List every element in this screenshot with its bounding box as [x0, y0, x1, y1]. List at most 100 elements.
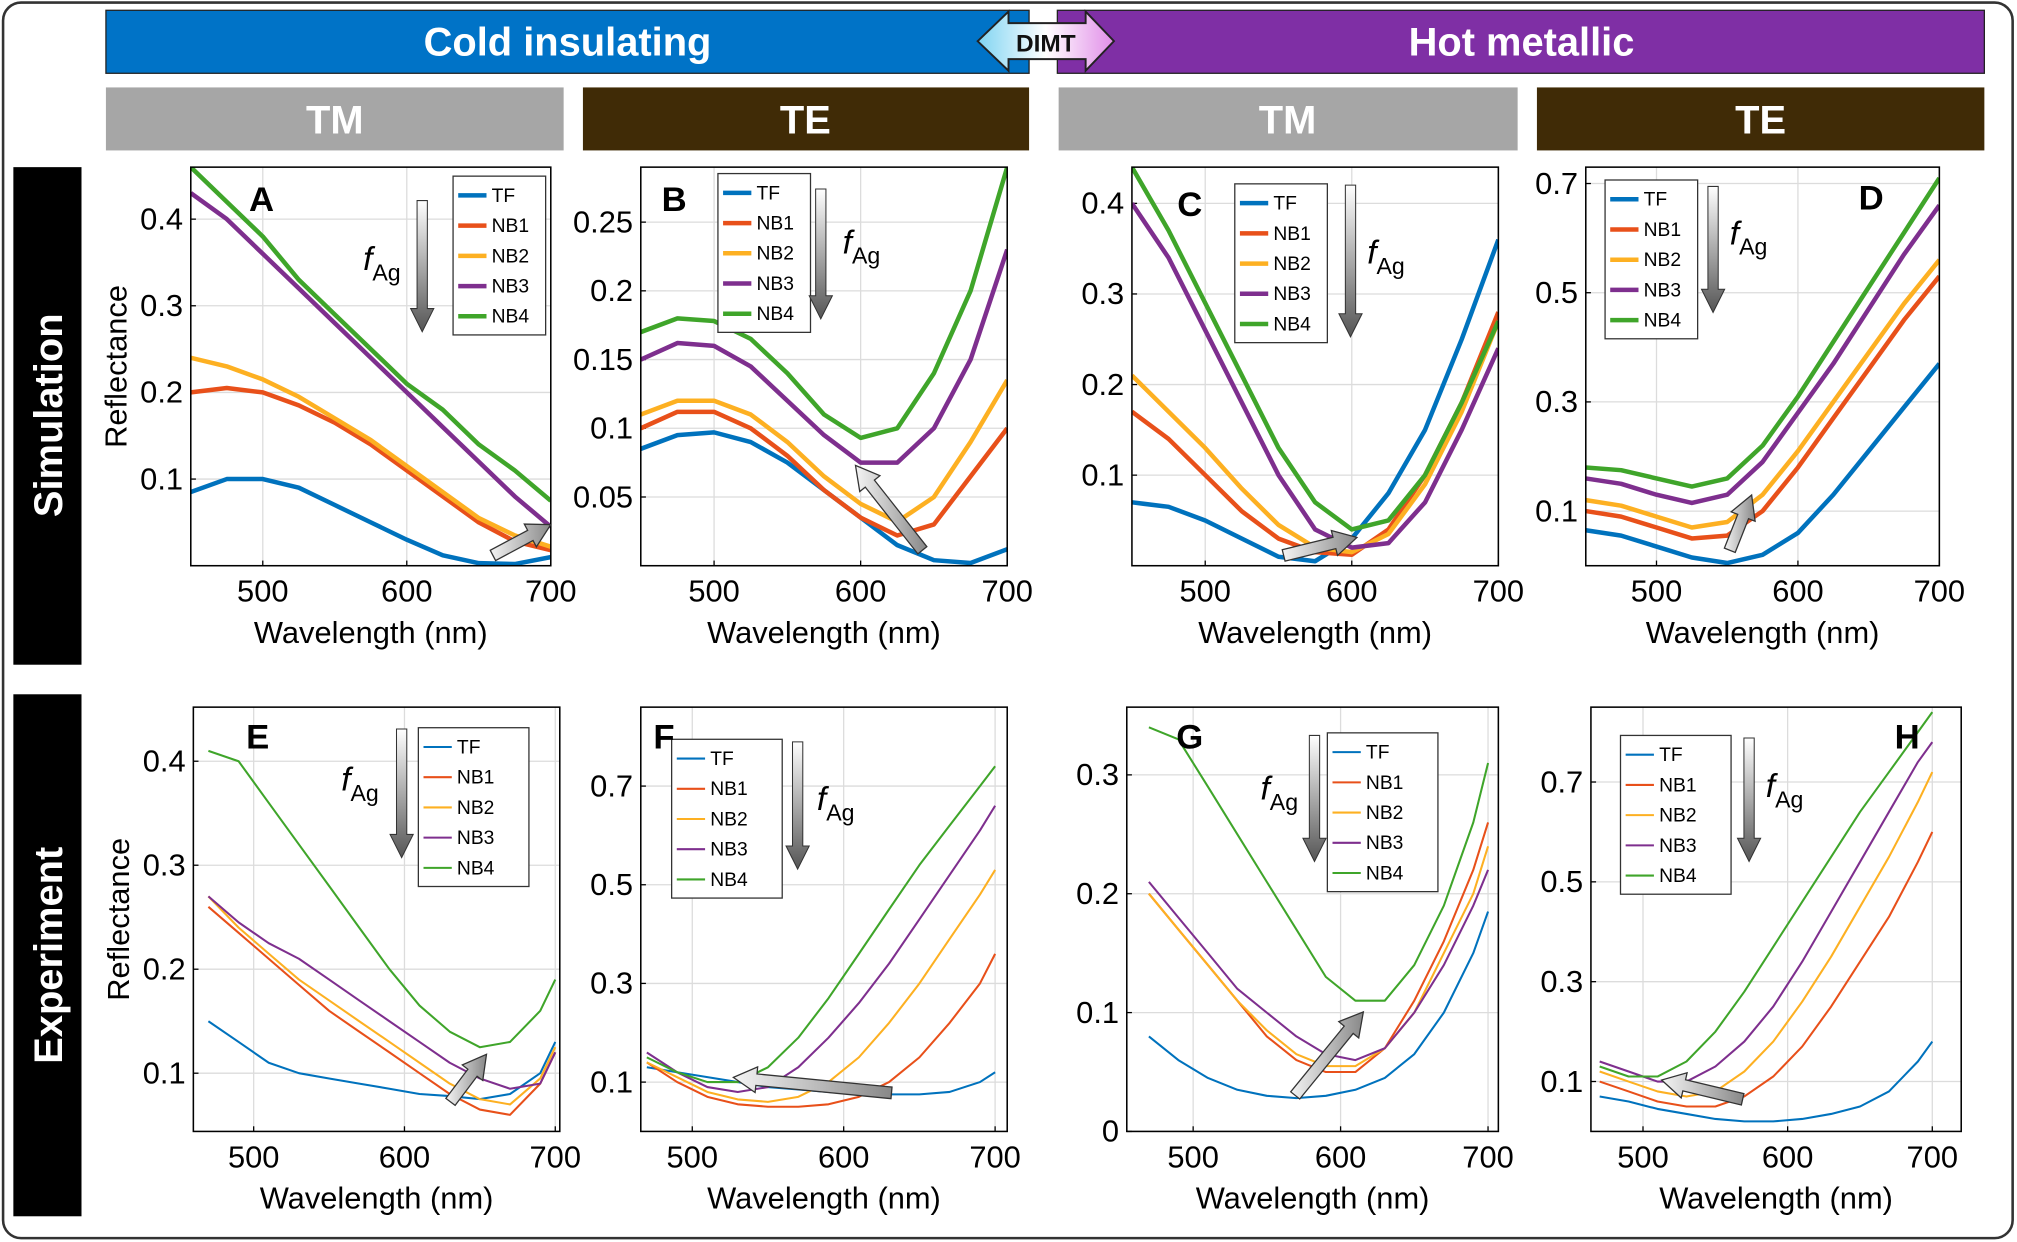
- mode-box: [1058, 87, 1518, 151]
- row-label: Experiment: [27, 847, 71, 1064]
- legend-label: TF: [457, 737, 481, 758]
- x-axis-label: Wavelength (nm): [707, 1181, 941, 1216]
- fag-arrow: [1700, 185, 1726, 314]
- legend-label: NB1: [1273, 224, 1310, 245]
- x-tick-label: 500: [1179, 574, 1230, 609]
- x-axis-label: Wavelength (nm): [1198, 615, 1432, 650]
- panel-letter: H: [1895, 718, 1920, 756]
- y-tick-label: 0.2: [1081, 367, 1124, 402]
- axes-frame: [640, 706, 1008, 1133]
- panel: 500 600 7000.10.20.30.4TFNB1NB2NB3NB4fAgAW…: [99, 166, 577, 650]
- y-tick-label: 0.5: [1535, 275, 1578, 310]
- y-tick-label: 0.5: [1540, 864, 1583, 899]
- hot-bar: [1056, 9, 1985, 74]
- x-tick-label: 500: [228, 1139, 279, 1174]
- data-line: [646, 805, 997, 1093]
- x-tick-label: 700: [1914, 574, 1965, 609]
- legend-label: NB1: [1659, 775, 1696, 796]
- data-line: [1599, 831, 1934, 1108]
- legend-label: NB2: [710, 809, 747, 830]
- y-tick-label: 0.5: [590, 867, 633, 902]
- x-axis-label: Wavelength (nm): [1646, 615, 1880, 650]
- y-tick-label: 0.1: [140, 461, 183, 496]
- data-line: [190, 191, 551, 529]
- dimt-arrow: [976, 9, 1116, 74]
- y-tick-label: 0.1: [1076, 995, 1119, 1030]
- y-tick-label: 0: [1102, 1114, 1119, 1149]
- y-tick-label: 0.3: [143, 847, 186, 882]
- y-axis-label: Reflectance: [101, 838, 136, 1001]
- panel: 500 600 700 0.05 0.1 0.15 0.2 0.25 TF NB1 NB2 NB3 NB…: [573, 166, 1033, 650]
- data-line: [1585, 274, 1940, 541]
- data-line: [1599, 711, 1934, 1078]
- mode-label: TM: [1259, 99, 1317, 143]
- y-tick-label: 0.3: [1535, 384, 1578, 419]
- fag-subscript: Ag: [1775, 786, 1803, 812]
- x-axis-label: Wavelength (nm): [1196, 1181, 1430, 1216]
- data-line: [1585, 204, 1940, 506]
- legend-label: NB1: [457, 768, 494, 789]
- fag-subscript: Ag: [852, 243, 880, 269]
- trend-arrow: [1660, 1071, 1745, 1106]
- legend-label: NB4: [1644, 311, 1682, 332]
- axes-frame: [190, 166, 552, 567]
- data-line: [190, 476, 551, 566]
- data-line: [190, 385, 551, 553]
- data-line: [1148, 911, 1490, 1100]
- panel: 500 600 70000.10.20.3TFNB1NB2NB3NB4fAgGWav…: [1076, 706, 1514, 1216]
- legend-label: NB2: [1366, 803, 1403, 824]
- legend-label: NB2: [492, 246, 529, 267]
- x-tick-label: 600: [379, 1139, 430, 1174]
- y-tick-label: 0.7: [1535, 166, 1578, 201]
- trend-arrow: [444, 1053, 488, 1107]
- row-box: [13, 167, 82, 665]
- legend-label: TF: [1273, 194, 1297, 215]
- panel: 500 600 700 0.1 0.3 0.5 0.7 TF NB1 NB2 NB3 NB4 fAg F W…: [590, 706, 1021, 1216]
- x-tick-label: 500: [1617, 1139, 1668, 1174]
- fag-subscript: Ag: [826, 799, 854, 825]
- x-tick-label: 600: [818, 1139, 869, 1174]
- legend-label: NB4: [457, 858, 495, 879]
- panel-letter: G: [1176, 718, 1203, 756]
- y-tick-label: 0.3: [1081, 276, 1124, 311]
- panel-letter: B: [662, 181, 687, 219]
- x-tick-label: 500: [688, 574, 739, 609]
- legend-label: NB3: [1273, 284, 1310, 305]
- legend-label: NB1: [757, 214, 794, 235]
- panel-letter: D: [1859, 180, 1884, 218]
- y-tick-label: 0.1: [1081, 457, 1124, 492]
- data-line: [1585, 362, 1940, 566]
- y-axis-label: Reflectance: [99, 285, 134, 448]
- x-tick-label: 600: [1326, 574, 1377, 609]
- cold-bar: [105, 9, 1030, 74]
- data-line: [190, 167, 551, 503]
- hot-title: Hot metallic: [1409, 20, 1635, 64]
- y-tick-label: 0.4: [143, 744, 186, 779]
- mode-box: [105, 87, 564, 151]
- mode-box: [1536, 87, 1985, 151]
- trend-arrow: [1723, 493, 1756, 554]
- fag-arrow: [808, 188, 834, 321]
- x-axis-label: Wavelength (nm): [260, 1181, 494, 1216]
- legend-label: NB1: [710, 779, 747, 800]
- data-line: [1148, 726, 1490, 1002]
- legend-label: TF: [757, 183, 781, 204]
- x-axis-label: Wavelength (nm): [1659, 1181, 1893, 1216]
- fag-subscript: Ag: [372, 259, 400, 285]
- x-tick-label: 600: [1772, 574, 1823, 609]
- legend-label: NB1: [1644, 220, 1681, 241]
- y-tick-label: 0.15: [573, 342, 633, 377]
- axes-frame: [1126, 706, 1500, 1133]
- legend-label: NB2: [457, 798, 494, 819]
- x-tick-label: 600: [381, 574, 432, 609]
- legend-label: NB3: [757, 274, 794, 295]
- row-box: [13, 694, 82, 1217]
- y-tick-label: 0.3: [1540, 964, 1583, 999]
- legend-label: TF: [1644, 190, 1668, 211]
- x-tick-label: 700: [530, 1139, 581, 1174]
- x-tick-label: 600: [1762, 1139, 1813, 1174]
- axes-frame: [640, 166, 1008, 567]
- x-axis-label: Wavelength (nm): [707, 615, 941, 650]
- y-tick-label: 0.4: [1081, 186, 1124, 221]
